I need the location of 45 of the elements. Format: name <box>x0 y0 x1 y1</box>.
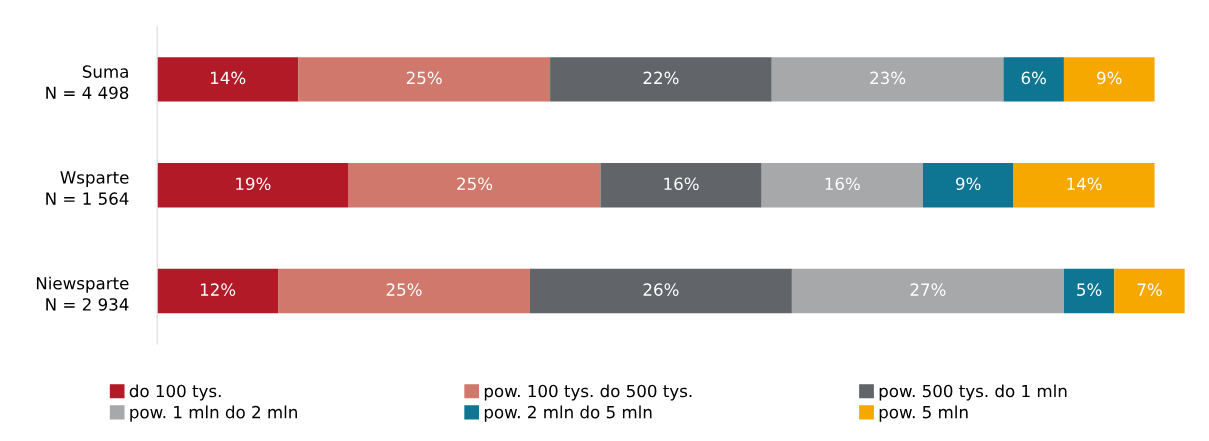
data-label: 9% <box>956 177 981 191</box>
data-label: 22% <box>643 71 679 85</box>
data-label: 25% <box>406 71 442 85</box>
data-label: 16% <box>825 177 860 191</box>
bar <box>157 268 279 314</box>
data-label: 7% <box>1137 283 1162 296</box>
y-tick-label: Suma N = 4 498 <box>46 65 129 100</box>
y-tick-label: Niewsparte N = 2 934 <box>36 276 129 311</box>
bar <box>157 162 349 208</box>
data-label: 23% <box>870 71 906 85</box>
data-label: 9% <box>1097 71 1122 85</box>
bar <box>278 268 530 314</box>
bar <box>1063 57 1155 102</box>
bar <box>1114 268 1185 314</box>
data-label: 27% <box>910 283 946 296</box>
legend-label: pow. 2 mln do 5 mln <box>484 405 652 422</box>
bar <box>298 57 551 102</box>
bar <box>1013 162 1155 208</box>
bar <box>922 162 1014 208</box>
data-label: 19% <box>236 177 271 191</box>
legend-label: pow. 5 mln <box>879 405 968 422</box>
data-label: 14% <box>1067 177 1102 191</box>
legend-label: pow. 500 tys. do 1 mln <box>879 384 1067 401</box>
data-label: 26% <box>643 283 679 296</box>
bar <box>1003 57 1064 102</box>
data-label: 6% <box>1021 71 1046 85</box>
data-label: 14% <box>211 71 246 85</box>
bar <box>600 162 762 208</box>
bar <box>157 57 299 102</box>
bar <box>761 162 923 208</box>
bar <box>1063 268 1115 314</box>
bar <box>791 268 1064 314</box>
bar <box>348 162 601 208</box>
data-label: 25% <box>386 283 422 296</box>
bar <box>550 57 772 102</box>
legend-label: pow. 1 mln do 2 mln <box>130 405 297 422</box>
bar <box>771 57 1004 102</box>
y-tick-label: Wsparte N = 1 564 <box>46 171 129 205</box>
legend-label: pow. 100 tys. do 500 tys. <box>484 384 692 401</box>
data-label: 5% <box>1077 283 1102 296</box>
data-label: 16% <box>664 177 699 191</box>
data-label: 25% <box>457 177 493 191</box>
legend-label: do 100 tys. <box>129 384 221 401</box>
bar <box>529 268 792 314</box>
data-label: 12% <box>200 283 236 296</box>
